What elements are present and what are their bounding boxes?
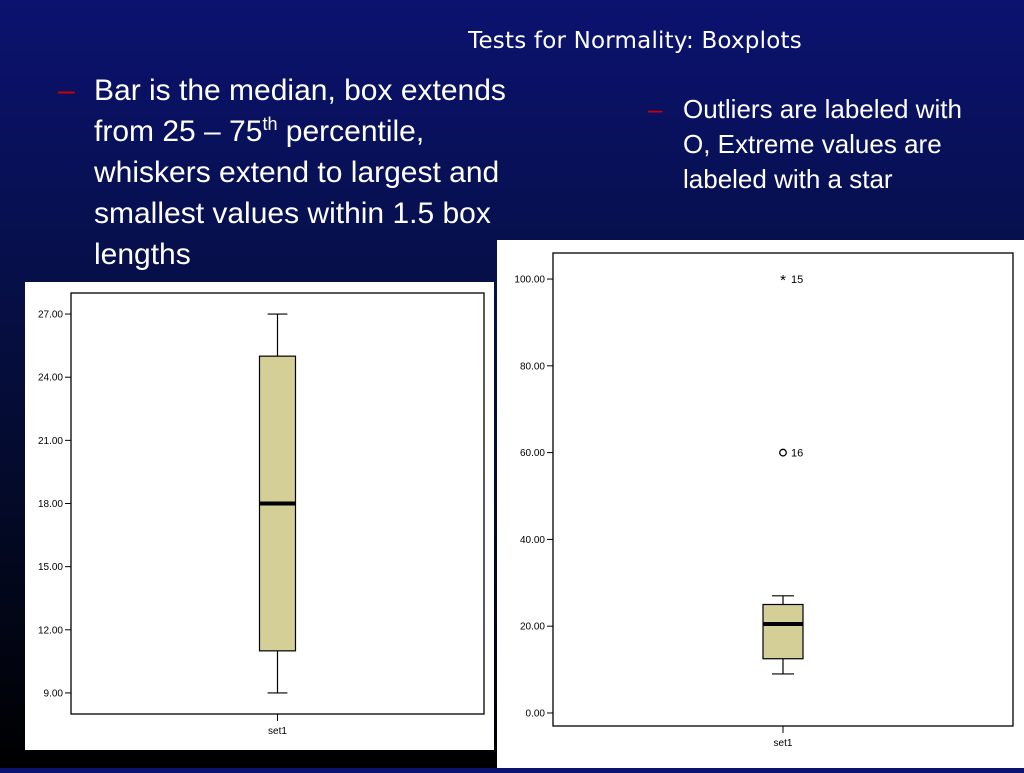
x-tick-label: set1 [268,726,287,737]
x-tick-label: set1 [774,738,793,749]
y-tick-label: 27.00 [38,310,63,321]
boxplot-chart-1: 9.00 12.00 15.00 18.00 21.00 24.00 27.00 set1 [25,282,494,750]
y-tick-label: 80.00 [520,361,545,372]
bullet-line: smallest values within 1.5 box [94,197,491,230]
bullet-line: labeled with a star [683,164,893,194]
y-tick-label: 18.00 [38,499,63,510]
boxplot-svg-1: 9.00 12.00 15.00 18.00 21.00 24.00 27.00 set1 [38,292,485,737]
extreme-marker: * [780,272,786,289]
iqr-box [762,603,804,660]
bullet-line: Bar is the median, box extends [94,74,506,107]
outlier-label: 16 [791,448,803,460]
y-tick-label: 100.00 [514,275,545,286]
bullet-right-text: Outliers are labeled with O, Extreme val… [683,92,1003,197]
y-tick-label: 12.00 [38,625,63,636]
y-tick-label: 21.00 [38,436,63,447]
bullet-dash: – [58,74,75,107]
bullet-line: whiskers extend to largest and [94,156,500,189]
bullet-line: O, Extreme values are [683,129,942,159]
y-tick-label: 0.00 [526,708,546,719]
boxplot-chart-2: 0.00 20.00 40.00 60.00 80.00 100.00 set1 16 * 15 [497,240,1024,768]
outlier-label: 15 [791,274,803,286]
y-tick-label: 60.00 [520,448,545,459]
slide-title: Tests for Normality: Boxplots [468,28,802,54]
outlier-marker [779,448,787,457]
bullet-left-text: Bar is the median, box extends from 25 –… [94,70,574,275]
boxplot-svg-2: 0.00 20.00 40.00 60.00 80.00 100.00 set1 16 * 15 [514,252,1014,749]
y-tick-label: 20.00 [520,622,545,633]
y-tick-label: 40.00 [520,535,545,546]
bullet-line: Outliers are labeled with [683,94,962,124]
bullet-line: lengths [94,238,191,271]
bullet-line: from 25 – 75th percentile, [94,114,425,148]
bullet-dash: – [648,94,663,124]
y-tick-label: 9.00 [44,688,64,699]
y-tick-label: 15.00 [38,562,63,573]
y-tick-label: 24.00 [38,373,63,384]
